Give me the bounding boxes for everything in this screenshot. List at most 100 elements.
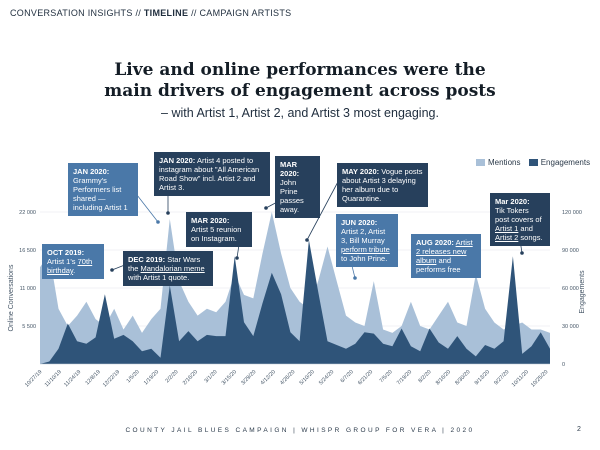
y-tick-label: 11 000 — [20, 286, 36, 292]
annotation-date: JAN 2020: — [73, 167, 110, 176]
legend-swatch-engagements — [528, 159, 538, 166]
annotation-date: JUN 2020: — [341, 218, 378, 227]
breadcrumb-subsection: // CAMPAIGN ARTISTS — [188, 8, 292, 18]
x-tick-label: 4/26/20 — [279, 369, 296, 386]
annotation-tail: to John Prine. — [341, 254, 388, 263]
callout-dot — [110, 268, 114, 272]
y2-tick-label: 0 — [562, 362, 565, 368]
callout-connector — [306, 177, 341, 241]
breadcrumb-section: CONVERSATION INSIGHTS // — [10, 8, 144, 18]
callout-dot — [520, 251, 524, 255]
x-tick-label: 12/22/19 — [102, 369, 121, 388]
annotation-jan-2020-grammys: JAN 2020: Grammy's Performers list shared… — [68, 163, 138, 216]
annotation-link[interactable]: 70th birthday — [47, 257, 93, 275]
x-tick-label: 3/15/20 — [221, 369, 238, 386]
x-tick-label: 10/27/19 — [24, 369, 43, 388]
annotation-date: DEC 2019: — [128, 255, 166, 264]
callout-connector — [136, 194, 159, 223]
chart-title-line-2: main drivers of engagement across posts — [104, 81, 496, 101]
callout-dot — [305, 238, 309, 242]
x-tick-label: 9/13/20 — [474, 369, 491, 386]
annotation-text: Artist 4 posted to instagram about "All … — [159, 156, 260, 192]
annotation-tail: with Artist 1 quote. — [128, 273, 190, 282]
callout-dot — [156, 220, 160, 224]
x-tick-label: 2/2/20 — [165, 369, 180, 384]
footer-text: COUNTY JAIL BLUES CAMPAIGN | WHISPR GROU… — [125, 427, 475, 434]
chart-title: Live and online performances were the mai… — [90, 60, 510, 102]
annotation-text: Artist 2, Artist 3, Bill Murray — [341, 227, 386, 245]
x-tick-label: 5/24/20 — [318, 369, 335, 386]
annotation-tail: songs. — [518, 233, 543, 242]
callout-dot — [235, 256, 239, 260]
annotation-mar-2020-tiktok: Mar 2020: Tik Tokers post covers of Artis… — [490, 193, 550, 246]
chart-title-line-1: Live and online performances were the — [114, 60, 486, 80]
x-tick-label: 7/19/20 — [396, 369, 413, 386]
y2-tick-label: 30 000 — [562, 324, 579, 330]
x-tick-label: 1/5/20 — [126, 369, 141, 384]
annotation-dec-2019: DEC 2019: Star Wars the Mandalorian meme… — [123, 251, 213, 286]
annotation-mar-2020-reunion: MAR 2020: Artist 5 reunion on Instagram. — [186, 212, 252, 247]
callout-dot — [166, 211, 170, 215]
annotation-text: Artist 1's — [47, 257, 78, 266]
breadcrumb-current: TIMELINE — [143, 8, 189, 18]
annotation-text: Vogue posts about Artist 3 delaying her … — [342, 167, 423, 203]
y-tick-label: 16 500 — [19, 248, 36, 254]
annotation-mid: and — [518, 224, 533, 233]
callout-dot — [353, 276, 357, 280]
annotation-link[interactable]: Artist 2 releases new album — [416, 238, 473, 265]
annotation-oct-2019: OCT 2019: Artist 1's 70th birthday. — [42, 244, 104, 279]
annotation-date: AUG 2020: — [416, 238, 454, 247]
callout-dot — [264, 206, 268, 210]
annotation-text: Star Wars the — [128, 255, 201, 273]
x-tick-label: 7/5/20 — [379, 369, 394, 384]
x-tick-label: 10/11/20 — [511, 369, 530, 388]
x-tick-label: 8/2/20 — [418, 369, 433, 384]
annotation-date: MAY 2020: — [342, 167, 380, 176]
y2-tick-label: 60 000 — [562, 286, 579, 292]
y2-axis-title: Engagements — [579, 270, 586, 314]
x-tick-label: 4/12/20 — [260, 369, 277, 386]
page-number: 2 — [577, 426, 581, 433]
chart-legend: Mentions Engagements — [476, 158, 596, 167]
y-tick-label: 22 000 — [19, 210, 36, 216]
x-tick-label: 8/30/20 — [454, 369, 471, 386]
annotation-link[interactable]: perform tribute — [341, 245, 390, 254]
area-series-engagements — [40, 239, 550, 364]
annotation-date: Mar 2020: — [495, 197, 530, 206]
x-tick-label: 8/16/20 — [435, 369, 452, 386]
annotation-tail: . — [73, 266, 76, 275]
annotation-may-2020: MAY 2020: Vogue posts about Artist 3 del… — [337, 163, 428, 207]
y-axis-title: Online Conversations — [8, 264, 15, 331]
annotation-text: Tik Tokers post covers of — [495, 206, 542, 224]
legend-item-engagements: Engagements — [528, 158, 590, 167]
x-tick-label: 12/8/19 — [85, 369, 102, 386]
annotation-link-2[interactable]: Artist 2 — [495, 233, 519, 242]
legend-swatch-mentions — [476, 159, 485, 166]
annotation-date: JAN 2020: — [159, 156, 196, 165]
x-tick-label: 5/10/20 — [299, 369, 316, 386]
legend-label-mentions: Mentions — [488, 158, 521, 167]
annotation-link[interactable]: Artist 1 — [495, 224, 519, 233]
x-tick-label: 6/21/20 — [357, 369, 374, 386]
x-tick-label: 2/16/20 — [182, 369, 199, 386]
annotation-jun-2020: JUN 2020: Artist 2, Artist 3, Bill Murray… — [336, 214, 398, 267]
annotation-tail: and performs free — [416, 256, 461, 274]
annotation-jan-2020-road-show: JAN 2020: Artist 4 posted to instagram a… — [154, 152, 270, 196]
x-tick-label: 1/19/20 — [143, 369, 160, 386]
x-tick-label: 3/29/20 — [240, 369, 257, 386]
chart-subtitle: – with Artist 1, Artist 2, and Artist 3 … — [161, 106, 439, 120]
annotation-date: MAR 2020: — [280, 160, 300, 178]
y2-tick-label: 90 000 — [562, 248, 579, 254]
annotation-link[interactable]: Mandalorian meme — [140, 264, 205, 273]
annotation-aug-2020: AUG 2020: Artist 2 releases new album an… — [411, 234, 481, 278]
annotation-mar-2020-john-prine: MAR 2020: John Prine passes away. — [275, 156, 320, 218]
annotation-text: John Prine passes away. — [280, 178, 304, 214]
annotation-date: MAR 2020: — [191, 216, 230, 225]
legend-item-mentions: Mentions — [476, 158, 520, 167]
annotation-date: OCT 2019: — [47, 248, 85, 257]
annotation-text: Grammy's Performers list shared — includ… — [73, 176, 128, 212]
breadcrumb: CONVERSATION INSIGHTS // TIMELINE // CAM… — [10, 8, 291, 18]
y2-tick-label: 120 000 — [562, 210, 582, 216]
x-tick-label: 9/27/20 — [493, 369, 510, 386]
x-tick-label: 11/10/19 — [44, 369, 63, 388]
